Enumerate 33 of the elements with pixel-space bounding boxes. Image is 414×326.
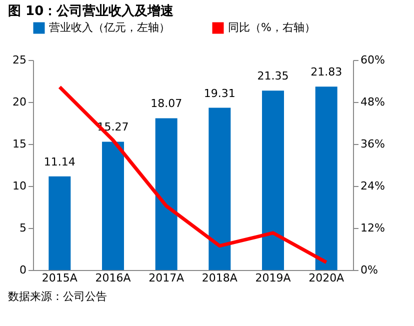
y-tick-label: 5 <box>20 222 26 234</box>
y-tick-label: 25 <box>12 54 26 66</box>
x-tick-label: 2020A <box>308 272 345 284</box>
chart-title: 图 10：公司营业收入及增速 <box>8 3 175 19</box>
data-label: 11.14 <box>44 155 76 168</box>
y2-tick-label: 24% <box>360 180 385 192</box>
y2-tick-label: 36% <box>360 138 385 150</box>
bar <box>102 142 124 270</box>
data-label: 21.35 <box>257 70 289 83</box>
x-tick-label: 2019A <box>255 272 292 284</box>
legend-label: 营业收入（亿元，左轴） <box>49 21 170 34</box>
y-tick-label: 15 <box>12 138 26 150</box>
x-tick-label: 2016A <box>95 272 132 284</box>
bar <box>48 176 71 270</box>
y-tick-label: 0 <box>20 264 26 276</box>
y2-tick-label: 48% <box>360 96 385 108</box>
y-tick-label: 10 <box>12 180 26 192</box>
bar <box>208 108 231 270</box>
data-label: 18.07 <box>150 97 182 110</box>
data-label: 21.83 <box>310 66 342 79</box>
bar <box>262 90 284 270</box>
y2-tick-label: 0% <box>360 264 378 276</box>
y2-tick-label: 12% <box>360 222 385 234</box>
bar <box>315 86 338 270</box>
data-label: 19.31 <box>204 86 236 100</box>
x-tick-label: 2018A <box>202 272 238 284</box>
y2-tick-label: 60% <box>360 54 385 66</box>
y-tick-label: 20 <box>12 96 26 108</box>
legend-label: 同比（%，右轴） <box>228 21 316 34</box>
x-tick-label: 2017A <box>148 272 185 284</box>
source-note: 数据来源：公司公告 <box>8 290 107 303</box>
bar <box>155 118 178 270</box>
x-tick-label: 2015A <box>42 272 78 284</box>
